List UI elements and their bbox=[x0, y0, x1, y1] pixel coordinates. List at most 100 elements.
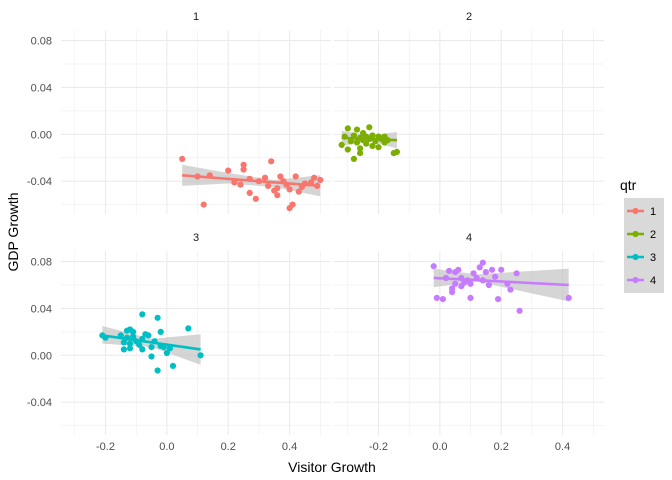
data-point bbox=[470, 270, 477, 277]
facet-panel-1: 1 bbox=[61, 11, 331, 214]
legend-key-point bbox=[632, 230, 639, 238]
legend-label: 4 bbox=[650, 275, 656, 287]
data-point bbox=[452, 280, 459, 287]
data-point bbox=[439, 296, 446, 303]
y-tick-label: 0.00 bbox=[31, 350, 52, 362]
data-point bbox=[369, 132, 376, 139]
data-point bbox=[163, 349, 170, 357]
data-point bbox=[433, 294, 440, 301]
data-point bbox=[317, 176, 324, 184]
regression-line bbox=[182, 174, 321, 188]
data-point bbox=[449, 285, 456, 292]
data-point bbox=[136, 341, 143, 348]
data-point bbox=[145, 332, 152, 339]
legend-label: 3 bbox=[650, 252, 656, 264]
data-point bbox=[495, 296, 502, 303]
data-point bbox=[261, 174, 269, 181]
data-point bbox=[446, 267, 453, 274]
data-point bbox=[393, 148, 400, 155]
data-point bbox=[179, 155, 186, 162]
legend-key-point bbox=[632, 253, 639, 261]
data-point bbox=[268, 158, 275, 165]
data-point bbox=[488, 266, 496, 273]
x-tick-label: 0.2 bbox=[221, 441, 236, 453]
data-point bbox=[126, 340, 134, 347]
facet-panel-3: 3 bbox=[61, 232, 331, 435]
data-point bbox=[516, 307, 523, 314]
regression-line bbox=[102, 334, 201, 351]
x-tick-label: 0.4 bbox=[555, 441, 570, 453]
legend-key-background bbox=[624, 198, 664, 293]
data-point bbox=[565, 294, 572, 301]
facet-label: 2 bbox=[466, 11, 472, 23]
legend-key-point bbox=[632, 276, 639, 284]
data-point bbox=[231, 179, 238, 186]
data-point bbox=[476, 264, 483, 271]
x-tick-label: 0.0 bbox=[159, 441, 174, 453]
data-point bbox=[292, 173, 299, 180]
legend-key-point bbox=[632, 207, 639, 215]
data-point bbox=[311, 174, 318, 181]
data-point bbox=[347, 138, 354, 145]
legend-title: qtr bbox=[620, 177, 637, 193]
data-point bbox=[120, 339, 127, 346]
data-point bbox=[265, 182, 272, 189]
data-point bbox=[166, 345, 173, 352]
facet-label: 4 bbox=[466, 232, 472, 244]
data-point bbox=[353, 126, 361, 133]
data-point bbox=[455, 266, 462, 273]
data-point bbox=[295, 188, 302, 195]
data-point bbox=[252, 195, 259, 202]
data-point bbox=[126, 345, 134, 352]
facet-panel-2: 2 bbox=[334, 11, 604, 214]
x-axis-title: Visitor Growth bbox=[288, 459, 376, 475]
y-tick-label: -0.04 bbox=[27, 397, 52, 409]
y-tick-label: 0.08 bbox=[31, 257, 52, 269]
data-point bbox=[185, 325, 192, 332]
x-tick-label: 0.0 bbox=[432, 441, 447, 453]
data-point bbox=[154, 314, 161, 321]
data-point bbox=[375, 144, 382, 151]
x-tick-label: -0.2 bbox=[369, 441, 388, 453]
data-point bbox=[467, 280, 474, 287]
data-point bbox=[498, 266, 505, 273]
data-point bbox=[148, 353, 155, 360]
data-point bbox=[225, 167, 232, 174]
y-axis-title: GDP Growth bbox=[5, 192, 21, 271]
data-point bbox=[200, 201, 207, 208]
data-point bbox=[237, 181, 244, 188]
data-point bbox=[130, 333, 137, 340]
data-point bbox=[357, 145, 364, 152]
data-point bbox=[148, 344, 155, 351]
data-point bbox=[485, 281, 492, 289]
legend: qtr 1 2 3 4 bbox=[620, 177, 664, 293]
data-point bbox=[353, 139, 361, 146]
data-point bbox=[492, 273, 499, 280]
data-point bbox=[507, 286, 514, 293]
data-point bbox=[482, 269, 489, 276]
data-point bbox=[350, 155, 357, 162]
x-tick-label: 0.2 bbox=[494, 441, 509, 453]
y-tick-label: 0.00 bbox=[31, 129, 52, 141]
data-point bbox=[369, 142, 376, 150]
data-point bbox=[139, 346, 146, 353]
regression-line bbox=[433, 276, 569, 287]
data-point bbox=[277, 173, 284, 180]
data-point bbox=[240, 166, 247, 173]
data-point bbox=[274, 192, 281, 199]
data-point bbox=[467, 294, 474, 301]
data-point bbox=[430, 263, 437, 270]
data-point bbox=[197, 352, 204, 359]
data-point bbox=[344, 125, 351, 132]
x-tick-label: -0.2 bbox=[96, 441, 115, 453]
data-point bbox=[169, 362, 177, 369]
data-point bbox=[366, 124, 373, 131]
legend-label: 1 bbox=[650, 206, 656, 218]
y-tick-label: 0.04 bbox=[31, 303, 52, 315]
data-point bbox=[120, 346, 127, 353]
data-point bbox=[274, 185, 281, 192]
data-point bbox=[344, 146, 351, 153]
regression-line bbox=[341, 136, 397, 142]
